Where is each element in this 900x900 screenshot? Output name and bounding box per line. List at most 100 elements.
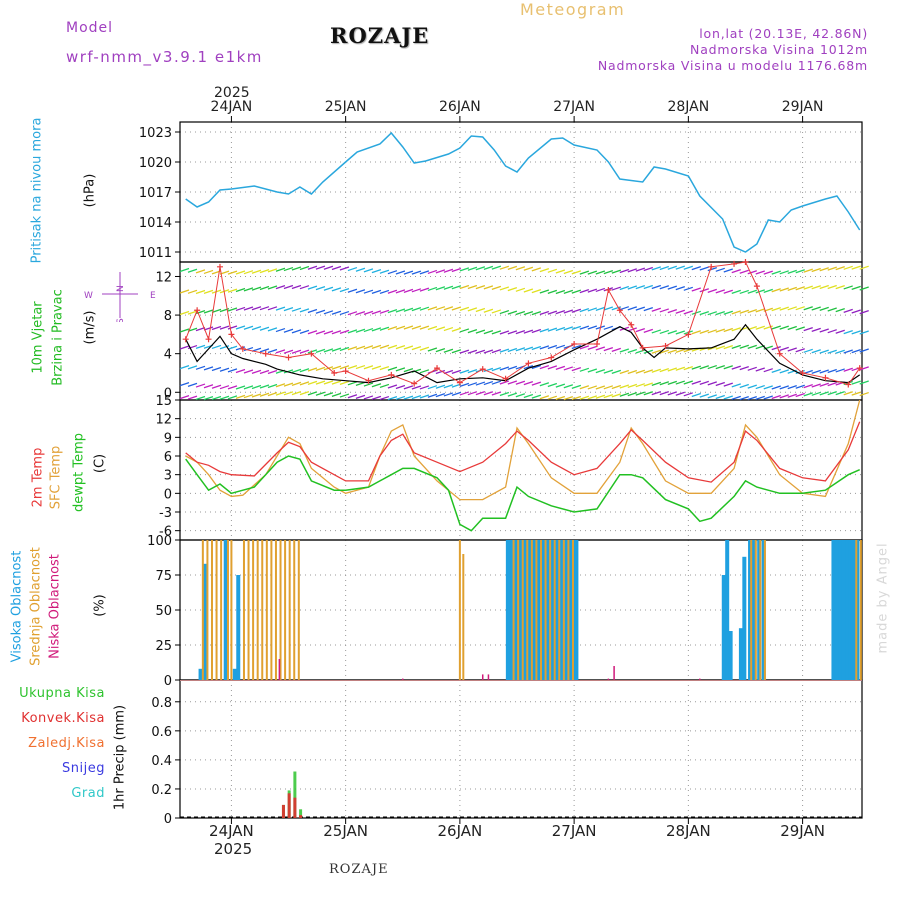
wind-barb: [491, 367, 502, 372]
wind-barb: [835, 349, 845, 354]
gust-marker: [639, 344, 646, 351]
wind-barb: [619, 268, 630, 274]
wind-barb: [523, 365, 534, 370]
wind-barb: [355, 364, 366, 370]
wind-barb: [643, 266, 654, 272]
wind-barb: [355, 394, 366, 400]
wind-barb: [507, 310, 518, 315]
wind-barb: [515, 347, 526, 352]
wind-barb: [803, 392, 813, 397]
wind-barb: [403, 385, 414, 390]
wind-barb: [243, 287, 254, 292]
wind-barb: [635, 328, 646, 333]
cloud-bar-1: [553, 540, 556, 680]
wind-barb: [563, 326, 574, 331]
wind-barb: [243, 385, 254, 390]
cloud-bar-0: [752, 540, 757, 680]
cloud-bar-1: [759, 540, 762, 680]
wind-barb: [755, 289, 765, 294]
wind-barb: [235, 394, 246, 399]
wind-barb: [355, 381, 366, 387]
wind-barb: [667, 391, 678, 396]
wind-barb: [219, 385, 230, 390]
wind-barb: [299, 308, 310, 313]
wind-barb: [555, 395, 566, 401]
gust-marker: [753, 283, 760, 290]
wind-barb: [395, 367, 406, 372]
wind-barb: [291, 349, 302, 354]
wind-barb: [579, 325, 590, 330]
ytick-label: 0: [164, 487, 172, 502]
wind-barb: [659, 391, 670, 396]
wind-barb: [203, 309, 214, 314]
wind-barb: [411, 288, 422, 293]
wind-barb: [179, 310, 190, 316]
wind-barb: [851, 330, 861, 335]
cloud-bar-0: [721, 575, 726, 680]
wind-barb: [187, 344, 198, 350]
cloud-bar-1: [535, 540, 538, 680]
wind-barb: [283, 382, 294, 387]
cloud-bar-1: [754, 540, 757, 680]
wind-barb: [371, 268, 382, 274]
cloud-bar-2: [699, 678, 701, 680]
wind-barb: [779, 306, 789, 311]
wind-barb: [627, 391, 638, 397]
wind-barb: [587, 270, 598, 275]
cloud-bar-0: [198, 668, 203, 680]
wind-barb: [675, 380, 685, 385]
wind-barb: [307, 349, 318, 354]
wind-barb: [483, 349, 494, 354]
wind-barb: [387, 395, 398, 401]
wind-barb: [347, 329, 358, 334]
wind-barb: [251, 286, 262, 291]
cloud-bar-1: [279, 540, 282, 680]
wind-barb: [787, 269, 797, 274]
wind-barb: [203, 269, 214, 275]
wind-barb: [843, 367, 853, 372]
gust-marker: [411, 380, 418, 387]
wind-barb: [475, 329, 486, 334]
panel-2: -6 -3 0 3 6 9 12 15: [155, 394, 863, 541]
panel-frame: [179, 261, 863, 401]
wind-barb: [459, 382, 470, 387]
wind-barb: [339, 287, 350, 293]
wind-barb: [379, 269, 390, 274]
precip-bar-0: [293, 771, 297, 818]
wind-barb: [451, 349, 462, 354]
wind-barb: [539, 289, 550, 294]
wind-barb: [435, 369, 446, 375]
wind-barb: [331, 365, 342, 370]
wind-barb: [291, 368, 302, 373]
wind-barb: [675, 309, 685, 314]
wind-barb: [851, 285, 861, 291]
wind-barb: [331, 347, 342, 352]
wind-barb: [595, 368, 606, 374]
gust-marker: [331, 369, 338, 376]
wind-barb: [835, 284, 845, 290]
wind-barb: [235, 325, 246, 330]
cloud-bar-0: [537, 540, 542, 680]
cloud-bar-1: [288, 540, 291, 680]
wind-barb: [475, 307, 486, 313]
wind-barb: [283, 306, 294, 312]
wind-barb: [227, 325, 238, 330]
wind-barb: [635, 349, 646, 354]
wind-barb: [563, 289, 574, 294]
wind-barb: [731, 327, 741, 332]
wind-barb: [451, 391, 462, 396]
wind-barb: [387, 344, 398, 349]
wind-barb: [523, 393, 534, 399]
wind-barb: [403, 367, 414, 373]
wind-barb: [443, 348, 454, 353]
gust-marker: [662, 342, 669, 349]
wind-barb: [219, 345, 230, 350]
ytick-label: 25: [155, 639, 172, 654]
ytick-label: 1020: [139, 156, 172, 171]
wind-barb: [499, 286, 510, 291]
wind-barb: [715, 394, 725, 400]
wind-barb: [195, 365, 206, 370]
wind-barb: [403, 345, 414, 350]
wind-barb: [731, 269, 741, 274]
wind-barb: [195, 269, 206, 274]
